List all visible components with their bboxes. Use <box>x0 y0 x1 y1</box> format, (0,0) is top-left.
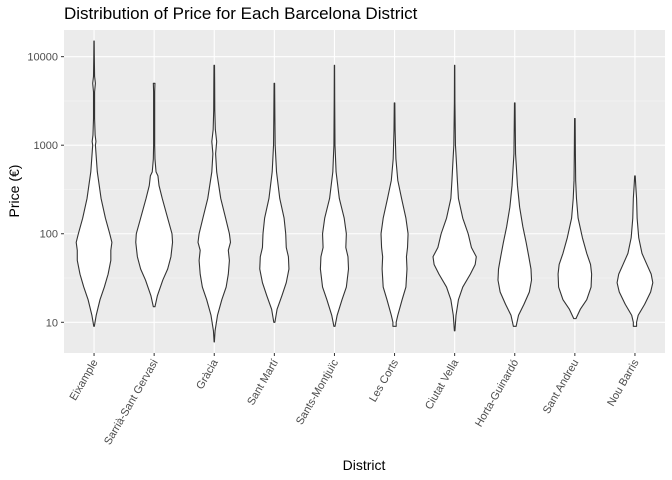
y-axis: 10 100 1000 10000 <box>27 52 64 329</box>
x-tick-label: Les Corts <box>367 357 401 404</box>
y-tick-label: 1000 <box>34 140 58 152</box>
violin-sant-andreu <box>557 118 593 320</box>
y-axis-title: Price (€) <box>6 165 22 218</box>
x-tick-label: Sarrià-Sant Gervasi <box>102 358 161 448</box>
chart-title: Distribution of Price for Each Barcelona… <box>64 4 418 23</box>
violin-sant-mart- <box>259 82 290 323</box>
violin-eixample <box>75 40 113 327</box>
violin-horta-guinard- <box>497 102 533 327</box>
violin-sants-montju-c <box>319 64 350 327</box>
x-axis-title: District <box>343 457 386 473</box>
x-tick-label: Nou Barris <box>605 357 642 408</box>
violin-sarri-sant-gervasi <box>135 82 174 308</box>
x-tick-label: Ciutat Vella <box>423 357 462 412</box>
x-tick-label: Sants-Montjuïc <box>294 357 341 427</box>
x-tick-label: Eixample <box>68 358 101 403</box>
y-tick-label: 10 <box>46 317 58 329</box>
y-tick-label: 100 <box>40 229 58 241</box>
x-axis: Eixample Sarrià-Sant Gervasi Gràcia Sant Ma… <box>68 353 642 447</box>
violin-nou-barris <box>616 175 654 327</box>
violin-les-corts <box>380 102 409 327</box>
x-tick-label: Gràcia <box>194 357 221 392</box>
x-tick-label: Sant Martí <box>245 358 281 408</box>
y-tick-label: 10000 <box>27 52 58 64</box>
violin-ciutat-vella <box>432 64 477 332</box>
x-tick-label: Horta-Guinardó <box>473 358 521 430</box>
violins <box>75 40 654 343</box>
x-tick-label: Sant Andreu <box>541 358 582 416</box>
violin-gr-cia <box>197 64 232 343</box>
